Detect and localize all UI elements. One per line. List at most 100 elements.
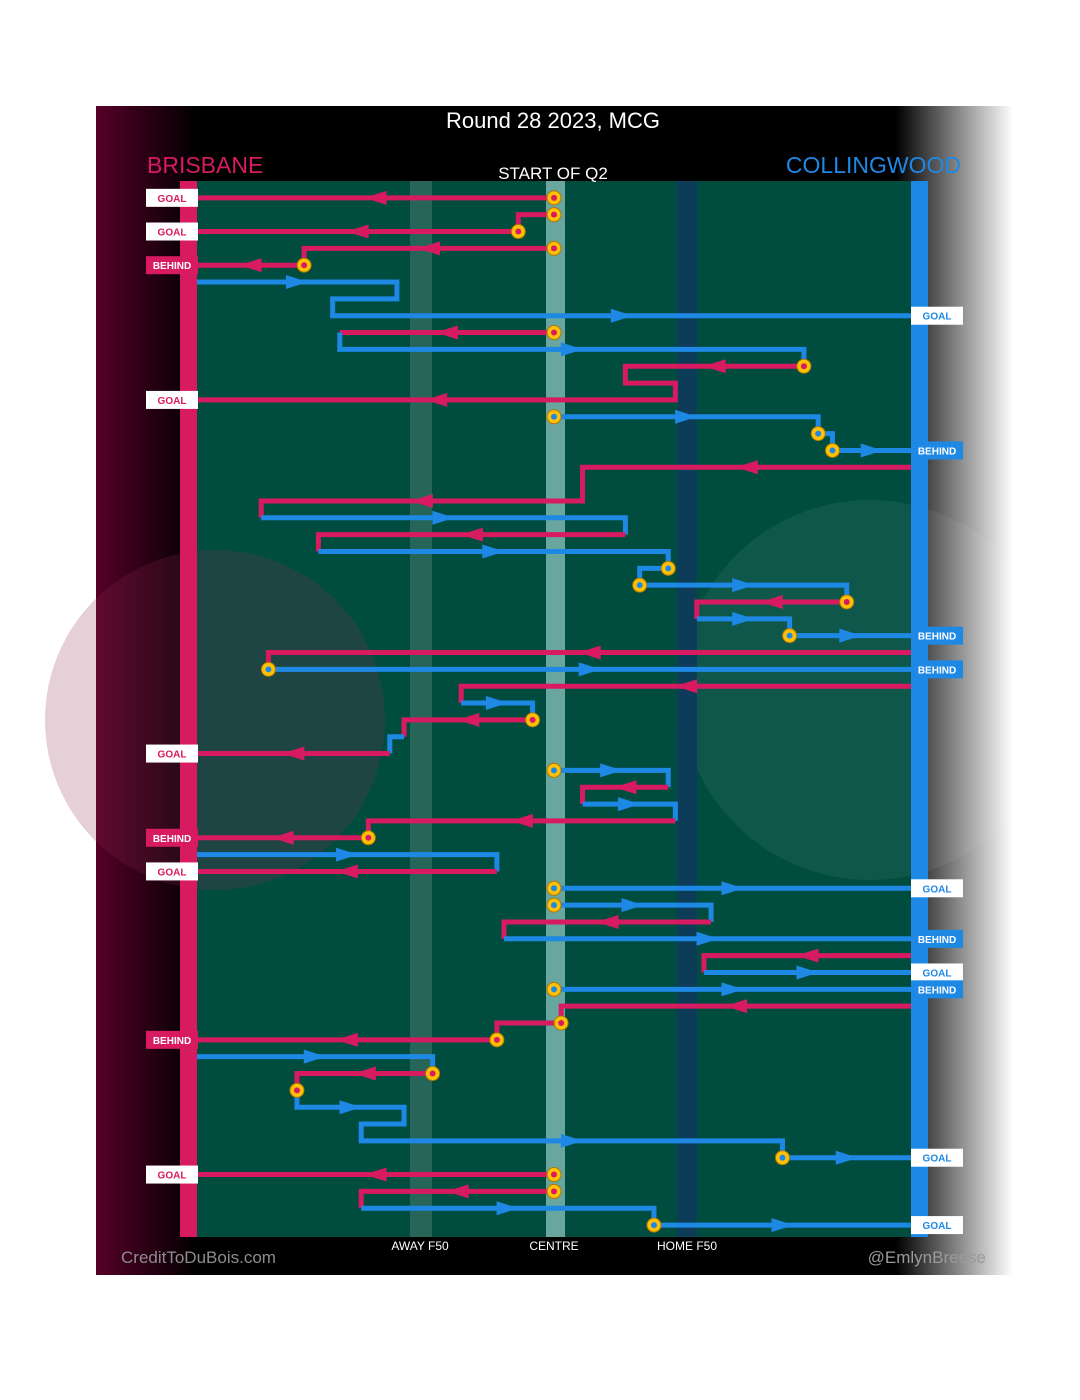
outcome-label: GOAL (158, 867, 187, 878)
away-f50-band (410, 181, 432, 1237)
chain-home-25 (197, 852, 500, 872)
possession-point-core (558, 1020, 565, 1026)
outcome-label: BEHIND (918, 985, 956, 996)
outcome-badge-goal (146, 744, 198, 763)
outcome-layer: GOAL GOAL BEHIND GOAL GOAL BEHIND BEHIND BEHIND… (146, 188, 963, 1235)
possession-point-core (301, 262, 308, 269)
chain-arrow-home (796, 965, 819, 980)
chart-title: Round 28 2023, MCG (446, 108, 660, 133)
chain-arrow-home (839, 628, 862, 643)
chain-away-6 (197, 363, 804, 403)
chain-arrow-away (435, 325, 458, 340)
chain-arrow-away (796, 948, 819, 963)
chain-away-29 (501, 919, 712, 939)
outcome-label: BEHIND (153, 834, 191, 845)
possession-point-core (515, 228, 522, 235)
chain-arrow-home (578, 662, 601, 677)
chain-away-18 (401, 717, 533, 737)
chain-arrow-home (432, 510, 455, 525)
chain-arrow-away (760, 595, 783, 609)
outcome-badge-goal (911, 963, 963, 982)
chain-away-22 (580, 784, 669, 805)
outcome-badge-goal (146, 390, 198, 409)
chain-arrow-away (418, 241, 441, 256)
chain-arrow-home (600, 763, 623, 778)
chain-arrow-home (485, 696, 508, 711)
outcome-label: GOAL (158, 228, 187, 239)
chain-arrow-home (721, 881, 744, 896)
outcome-label: GOAL (158, 194, 187, 205)
outcome-label: BEHIND (153, 1036, 191, 1047)
outcome-label: BEHIND (918, 665, 956, 676)
outcome-label: GOAL (158, 1171, 187, 1182)
chain-arrow-home (675, 409, 698, 424)
possession-point-core (429, 1070, 436, 1077)
away-team-name: BRISBANE (147, 152, 263, 178)
chain-arrow-away (735, 460, 758, 475)
possession-point-core (493, 1036, 500, 1043)
possession-point-core (551, 329, 557, 336)
chain-arrow-away (596, 914, 619, 929)
chain-arrow-home (860, 443, 883, 458)
chain-home-19 (387, 734, 405, 754)
chain-away-12 (694, 599, 847, 619)
chain-arrow-away (425, 392, 448, 407)
possession-point-core (665, 565, 672, 572)
outcome-label: BEHIND (918, 446, 956, 457)
chain-arrow-away (510, 813, 533, 828)
chain-away-39 (358, 1188, 554, 1209)
chain-arrow-home (771, 1218, 794, 1233)
chain-arrow-home (835, 1150, 858, 1165)
possession-point-core (551, 245, 557, 252)
outcome-label: GOAL (923, 312, 952, 323)
chain-home-9 (261, 515, 628, 535)
possession-point-core (551, 885, 557, 892)
possession-point-core (786, 632, 793, 639)
possession-point-core (551, 902, 557, 909)
outcome-badge-goal (146, 862, 198, 881)
chain-arrow-away (271, 830, 294, 845)
chain-home-3 (197, 279, 911, 319)
chain-arrow-away (364, 1167, 387, 1182)
chain-home-23 (582, 801, 678, 821)
chain-arrow-away (335, 864, 358, 879)
chain-arrow-away (725, 999, 748, 1014)
credit-right: @EmlynBreese (868, 1248, 986, 1267)
chain-arrow-away (614, 780, 637, 795)
possession-point-core (293, 1087, 300, 1094)
chain-layer (197, 190, 911, 1233)
outcome-badge-goal (146, 1165, 198, 1184)
outcome-badge-goal (911, 306, 963, 325)
home-f50-band (677, 181, 697, 1237)
chain-arrow-away (578, 645, 601, 660)
chain-arrow-away (239, 258, 262, 273)
outcome-label: GOAL (923, 884, 952, 895)
chain-arrow-home (732, 578, 755, 593)
chain-arrow-home (303, 1049, 326, 1064)
possession-point-core (779, 1154, 786, 1161)
chain-arrow-home (496, 1201, 519, 1216)
chain-arrow-home (560, 1133, 583, 1148)
outcome-badge-behind (911, 929, 963, 948)
outcome-label: GOAL (923, 1154, 952, 1165)
chain-arrow-away (446, 1184, 469, 1199)
tick-label-home-f50: HOME F50 (657, 1239, 717, 1253)
outcome-label: GOAL (923, 968, 952, 979)
chain-arrow-away (703, 359, 726, 374)
chain-arrow-away (346, 224, 369, 239)
chain-arrow-away (364, 190, 387, 205)
outcome-badge-goal (911, 1148, 963, 1167)
chain-home-21 (554, 767, 671, 788)
possession-point-core (551, 767, 557, 774)
chain-away-8 (258, 464, 911, 518)
home-logo-watermark (680, 500, 1060, 880)
centre-band (546, 181, 565, 1237)
tick-label-centre: CENTRE (529, 1239, 578, 1253)
outcome-badge-behind (911, 980, 963, 999)
away-goal-bar (180, 181, 197, 1237)
possession-point-core (551, 1171, 557, 1178)
outcome-label: BEHIND (153, 261, 191, 272)
home-goal-bar (911, 181, 928, 1237)
chain-home-11 (318, 548, 850, 602)
